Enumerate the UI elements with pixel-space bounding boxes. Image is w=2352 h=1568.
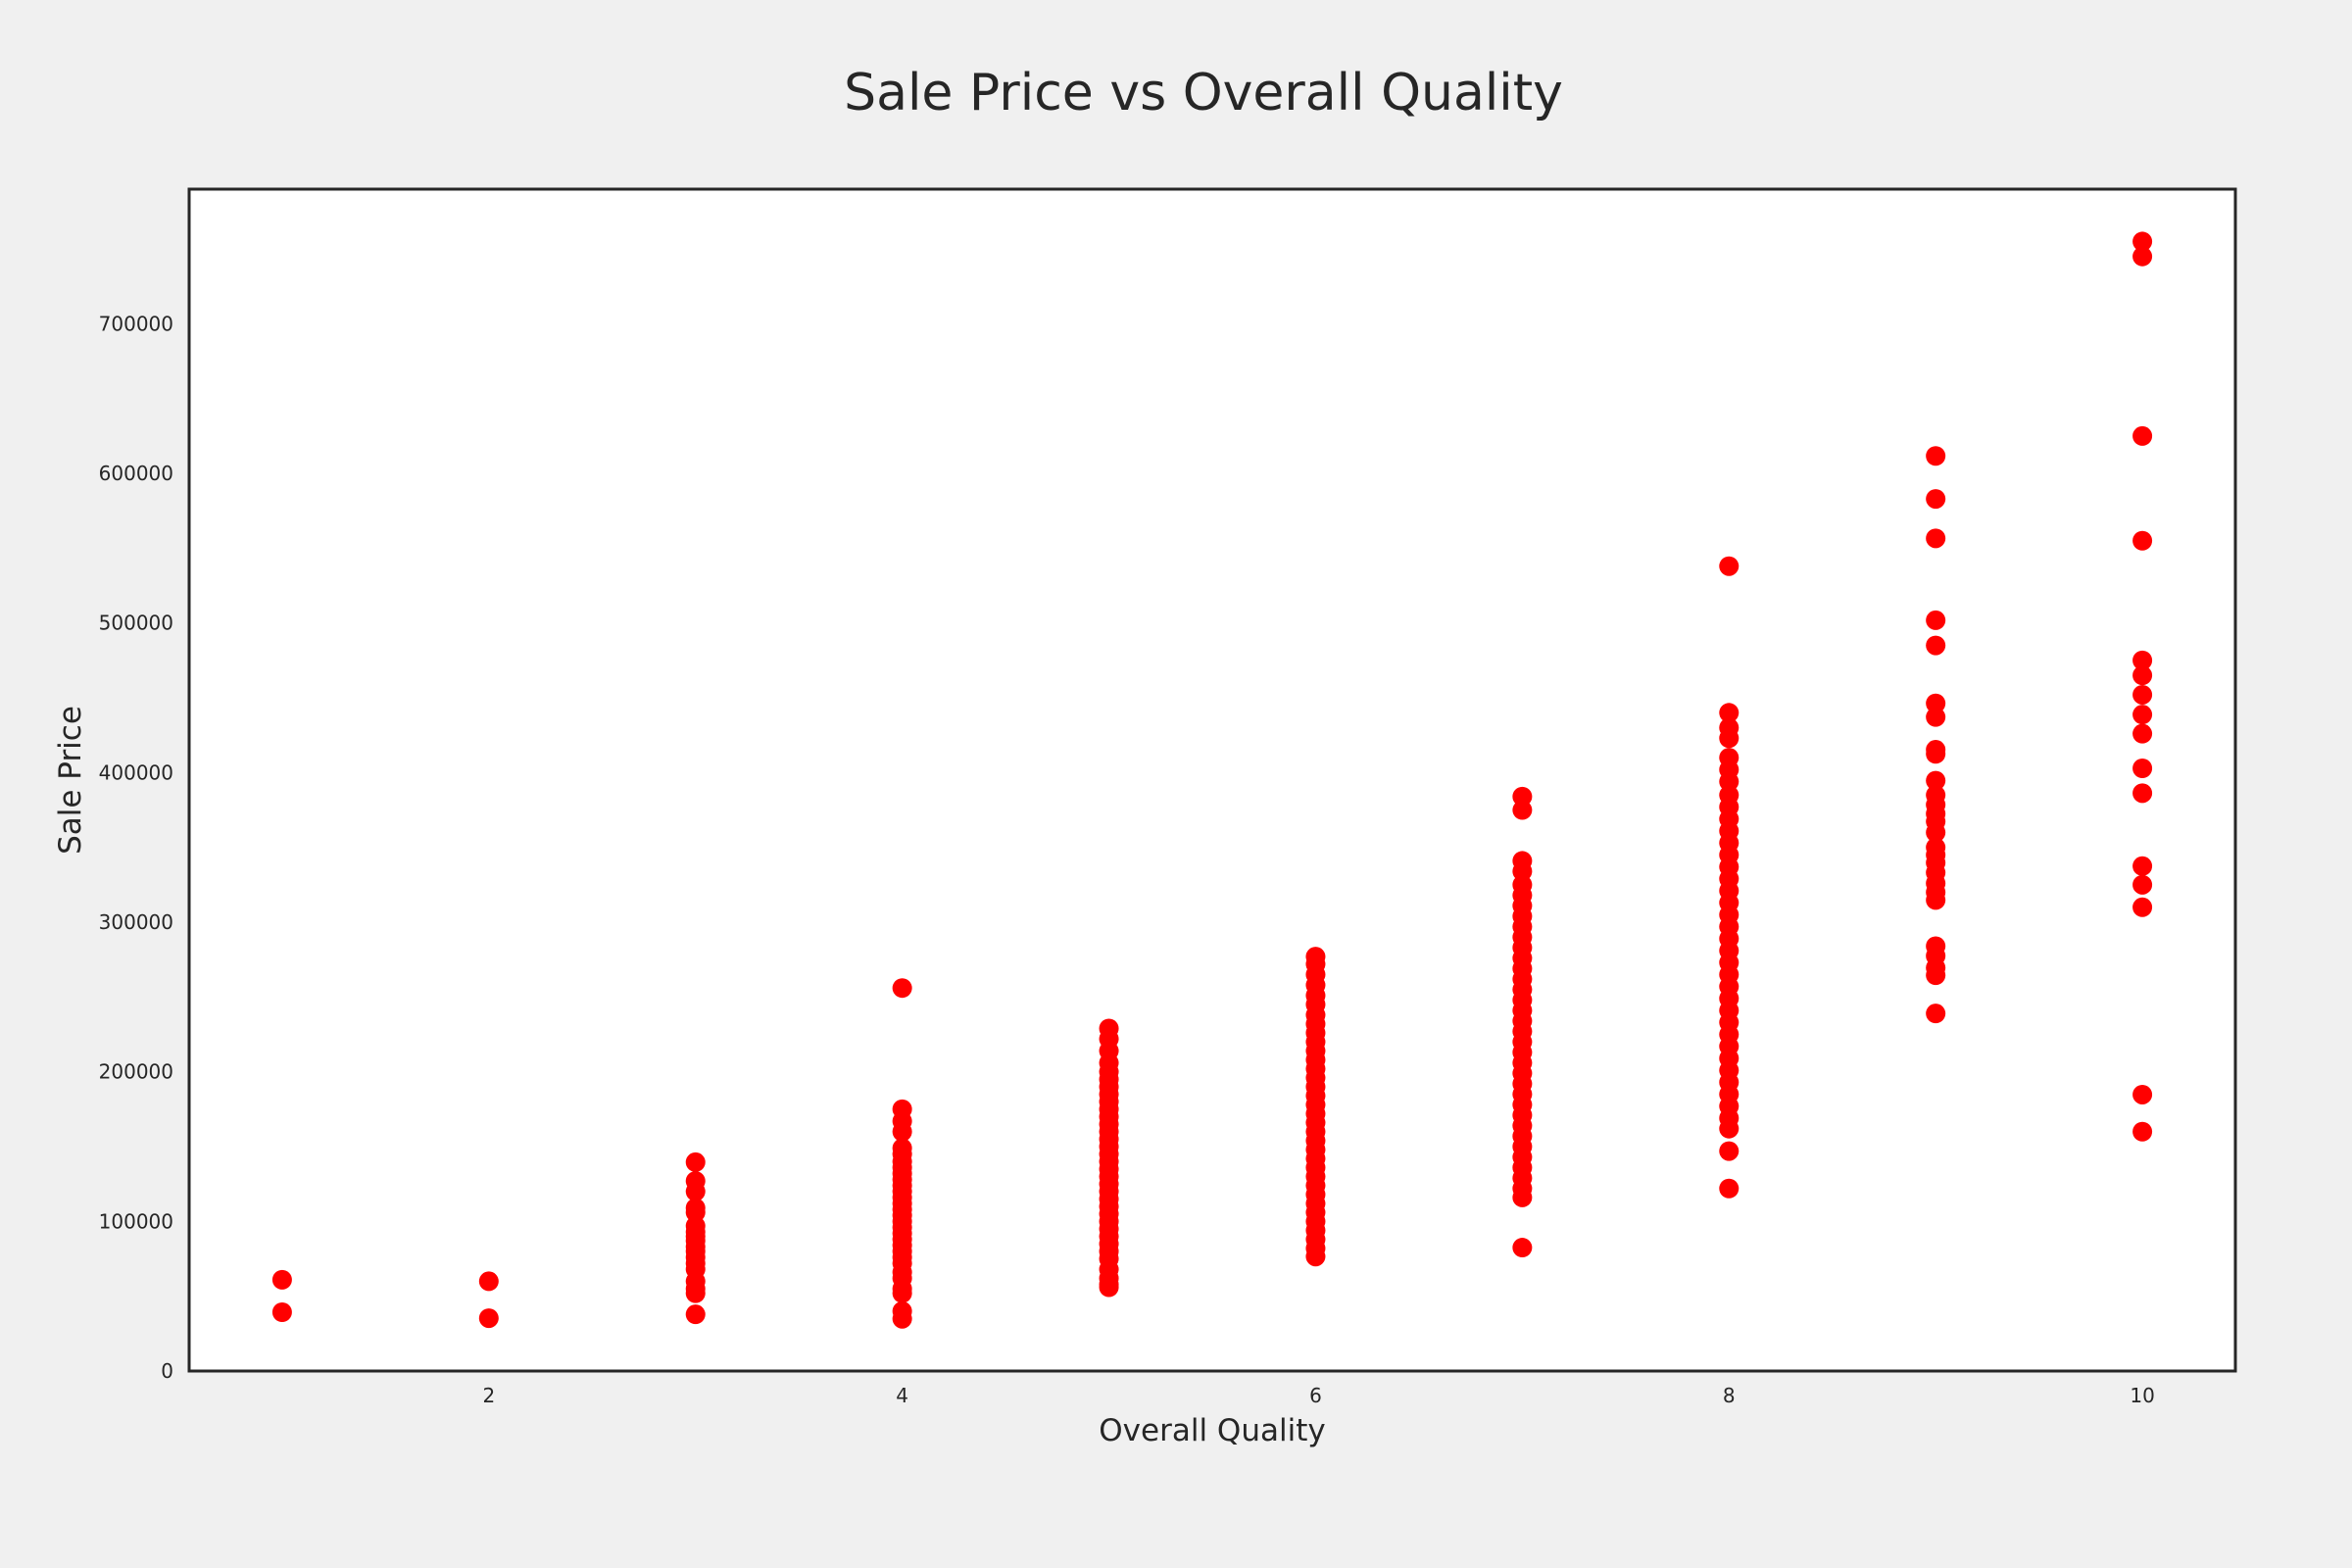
data-point [2132, 897, 2153, 917]
chart-title: Sale Price vs Overall Quality [844, 64, 1563, 122]
data-point [1512, 786, 1533, 807]
data-point [1926, 744, 1946, 764]
x-tick-label: 6 [1309, 1384, 1322, 1407]
data-point [892, 978, 912, 999]
data-points [271, 231, 2153, 1329]
data-point [1926, 610, 1946, 630]
data-point [1926, 1004, 1946, 1024]
data-point [2132, 1121, 2153, 1142]
data-point [1926, 446, 1946, 466]
data-point [1512, 800, 1533, 820]
data-point [1099, 1277, 1119, 1298]
data-point [1719, 703, 1740, 723]
y-tick-label: 600000 [99, 462, 173, 485]
data-point [892, 1283, 912, 1303]
data-point [685, 1202, 706, 1223]
data-point [2132, 650, 2153, 670]
data-point [892, 1308, 912, 1329]
plot-frame [187, 187, 2237, 1373]
data-point [1926, 528, 1946, 549]
data-point [1719, 1118, 1740, 1139]
y-tick-label: 300000 [99, 910, 173, 934]
data-point [1719, 1178, 1740, 1199]
data-point [1719, 1141, 1740, 1161]
data-point [478, 1308, 499, 1329]
data-point [271, 1302, 292, 1323]
data-point [2132, 1084, 2153, 1104]
x-axis-ticks: 2 4 6 8 10 [482, 1384, 2154, 1407]
data-point [2132, 723, 2153, 744]
data-point [1719, 771, 1740, 792]
y-axis-label: Sale Price [53, 706, 88, 855]
data-point [2132, 874, 2153, 895]
data-point [2132, 705, 2153, 725]
data-point [1926, 965, 1946, 986]
data-point [1926, 693, 1946, 713]
data-point [271, 1269, 292, 1290]
data-point [1512, 1187, 1533, 1207]
data-point [2132, 758, 2153, 778]
x-tick-label: 8 [1723, 1384, 1736, 1407]
data-point [478, 1271, 499, 1292]
data-point [1926, 890, 1946, 910]
data-point [892, 1121, 912, 1142]
data-point [685, 1152, 706, 1172]
data-point [1926, 770, 1946, 791]
x-tick-label: 2 [482, 1384, 495, 1407]
data-point [1719, 556, 1740, 576]
data-point [1926, 822, 1946, 843]
y-tick-label: 200000 [99, 1060, 173, 1084]
data-point [1719, 728, 1740, 749]
plot-area [189, 189, 2235, 1371]
data-point [1512, 861, 1533, 882]
data-point [2132, 684, 2153, 705]
x-tick-label: 4 [896, 1384, 908, 1407]
y-tick-label: 500000 [99, 612, 173, 635]
x-tick-label: 10 [2130, 1384, 2154, 1407]
y-tick-label: 400000 [99, 760, 173, 784]
data-point [2132, 246, 2153, 267]
data-point [2132, 231, 2153, 252]
data-point [1305, 1247, 1326, 1267]
data-point [685, 1304, 706, 1325]
data-point [685, 1283, 706, 1303]
data-point [2132, 856, 2153, 876]
data-point [2132, 783, 2153, 804]
x-axis-label: Overall Quality [1099, 1413, 1325, 1448]
y-tick-label: 700000 [99, 312, 173, 335]
data-point [1926, 707, 1946, 727]
data-point [2132, 665, 2153, 686]
y-axis-ticks: 0 100000 200000 300000 400000 500000 600000 700… [99, 312, 173, 1383]
data-point [2132, 530, 2153, 551]
data-point [685, 1181, 706, 1201]
data-point [2132, 425, 2153, 446]
y-tick-label: 100000 [99, 1209, 173, 1233]
data-point [1926, 635, 1946, 656]
y-tick-label: 0 [161, 1359, 173, 1383]
data-point [1926, 489, 1946, 510]
data-point [1512, 1238, 1533, 1258]
